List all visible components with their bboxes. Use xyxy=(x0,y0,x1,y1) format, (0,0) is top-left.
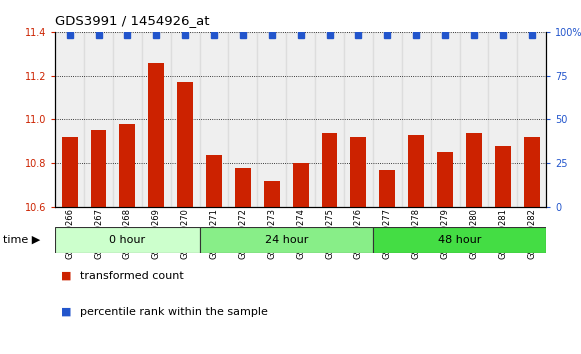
Bar xyxy=(55,227,200,253)
Bar xyxy=(228,32,257,207)
Bar xyxy=(113,32,142,207)
Bar xyxy=(293,163,309,207)
Bar xyxy=(177,82,193,207)
Bar xyxy=(373,227,546,253)
Bar xyxy=(315,32,344,207)
Bar xyxy=(257,32,286,207)
Bar xyxy=(264,181,279,207)
Text: transformed count: transformed count xyxy=(80,271,184,281)
Bar xyxy=(206,155,222,207)
Bar xyxy=(91,130,106,207)
Bar xyxy=(437,152,453,207)
Bar xyxy=(431,32,460,207)
Bar xyxy=(148,63,164,207)
Bar xyxy=(495,146,511,207)
Bar xyxy=(460,32,489,207)
Text: 48 hour: 48 hour xyxy=(438,235,481,245)
Bar xyxy=(379,170,395,207)
Bar xyxy=(523,137,540,207)
Bar xyxy=(408,135,424,207)
Text: ■: ■ xyxy=(61,271,71,281)
Text: percentile rank within the sample: percentile rank within the sample xyxy=(80,307,268,316)
Text: GDS3991 / 1454926_at: GDS3991 / 1454926_at xyxy=(55,13,210,27)
Text: time ▶: time ▶ xyxy=(3,235,40,245)
Bar xyxy=(200,227,373,253)
Bar xyxy=(142,32,171,207)
Bar xyxy=(517,32,546,207)
Bar xyxy=(401,32,431,207)
Bar xyxy=(373,32,401,207)
Text: 0 hour: 0 hour xyxy=(109,235,145,245)
Bar xyxy=(322,133,338,207)
Bar xyxy=(466,133,482,207)
Bar xyxy=(200,32,228,207)
Bar xyxy=(235,168,251,207)
Text: 24 hour: 24 hour xyxy=(264,235,308,245)
Bar xyxy=(344,32,373,207)
Text: ■: ■ xyxy=(61,307,71,316)
Bar xyxy=(350,137,367,207)
Bar xyxy=(120,124,135,207)
Bar xyxy=(84,32,113,207)
Bar xyxy=(286,32,315,207)
Bar xyxy=(171,32,200,207)
Bar xyxy=(62,137,78,207)
Bar xyxy=(489,32,517,207)
Bar xyxy=(55,32,84,207)
